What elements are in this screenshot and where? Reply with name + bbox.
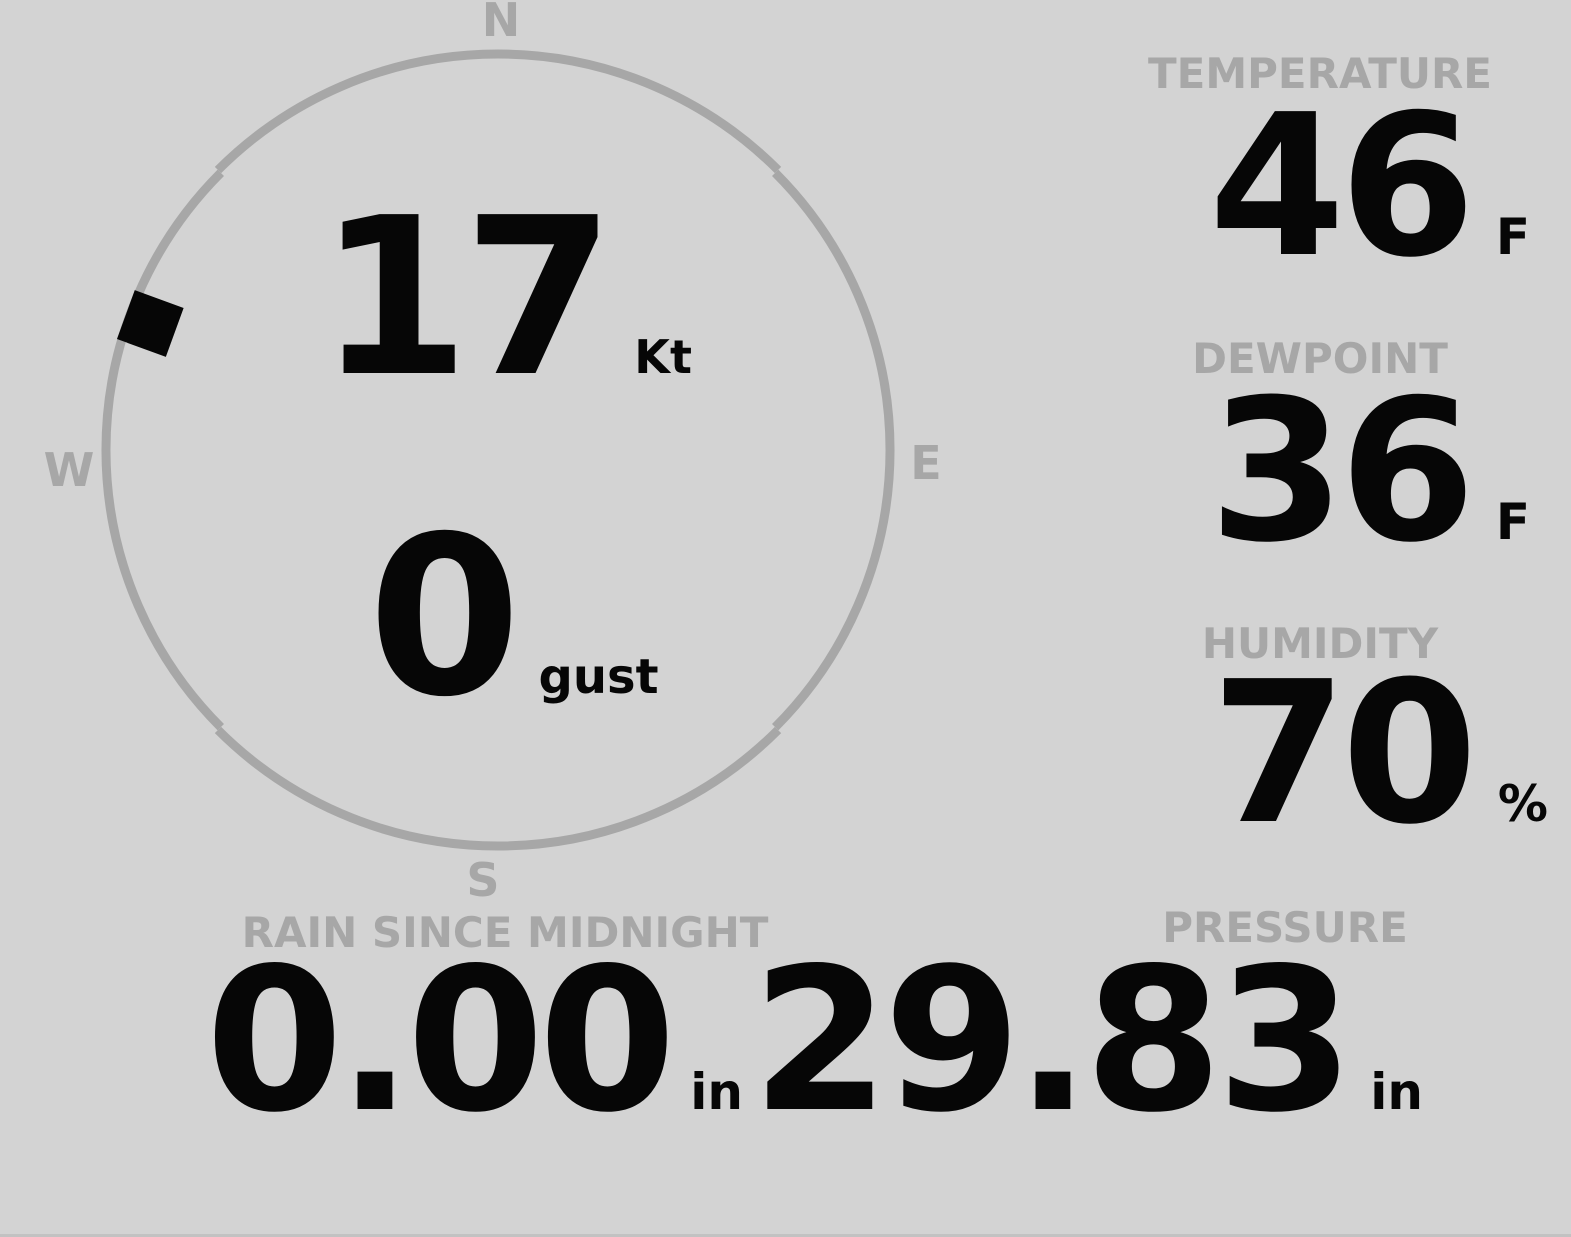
rain-label: RAIN SINCE MIDNIGHT: [241, 908, 769, 957]
rain-value: 0.00 in: [206, 942, 744, 1140]
humidity-unit: %: [1497, 775, 1548, 833]
wind-gust-number: 0: [368, 489, 521, 745]
wind-gust-unit: gust: [538, 649, 659, 705]
pressure-value: 29.83 in: [752, 942, 1423, 1140]
compass-label-east: E: [910, 436, 942, 490]
rain-unit: in: [690, 1063, 743, 1121]
humidity-value: 70 %: [1211, 656, 1548, 852]
temperature-number: 46: [1208, 73, 1476, 301]
temperature-label: TEMPERATURE: [1148, 49, 1492, 98]
wind-speed: 17 Kt: [318, 190, 692, 408]
pressure-unit: in: [1370, 1063, 1423, 1121]
dewpoint-number: 36: [1208, 358, 1476, 586]
compass-label-south: S: [466, 853, 500, 907]
compass-ring-arcs: [101, 49, 895, 851]
wind-speed-number: 17: [318, 172, 615, 425]
compass-label-west: W: [43, 443, 95, 497]
humidity-number: 70: [1210, 640, 1478, 868]
wind-direction-marker: [116, 290, 184, 357]
temperature-value: 46 F: [1209, 89, 1530, 285]
rain-number: 0.00: [205, 925, 677, 1156]
dewpoint-label: DEWPOINT: [1192, 334, 1448, 383]
wind-gust: 0 gust: [368, 507, 659, 727]
wind-speed-unit: Kt: [634, 330, 692, 384]
pressure-number: 29.83: [751, 925, 1355, 1156]
dewpoint-value: 36 F: [1209, 374, 1530, 570]
temperature-unit: F: [1495, 208, 1530, 266]
compass-ring: [101, 49, 895, 851]
humidity-label: HUMIDITY: [1201, 619, 1439, 668]
compass-label-north: N: [481, 0, 521, 47]
dewpoint-unit: F: [1495, 493, 1530, 551]
pressure-label: PRESSURE: [1162, 903, 1408, 952]
